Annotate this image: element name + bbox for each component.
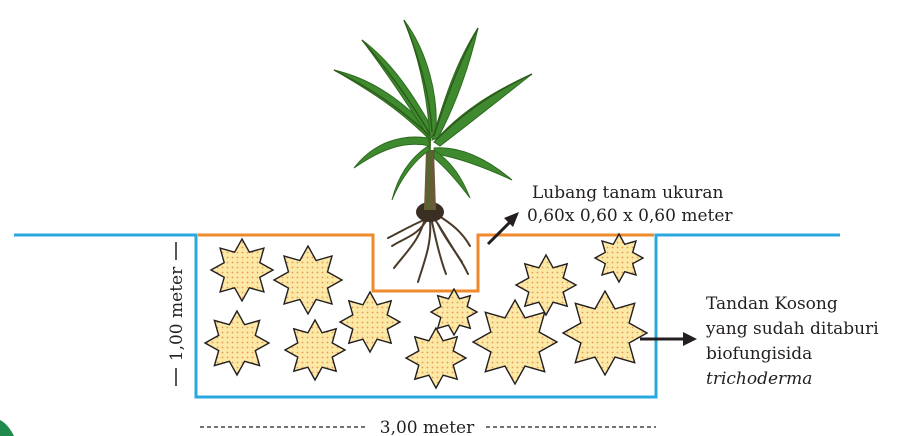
empty-fruit-bunch-10 (561, 289, 649, 377)
empty-fruit-bunch-8 (471, 298, 559, 386)
width-dimension: 3,00 meter (200, 418, 656, 436)
empty-fruit-bunch-5 (338, 290, 402, 354)
planting-hole-arrow (486, 212, 519, 246)
ground-line (14, 233, 840, 399)
depth-label: 1,00 meter (167, 266, 187, 361)
bunch-arrow (640, 332, 697, 346)
empty-fruit-bunch-7 (429, 287, 479, 337)
depth-dimension: 1,00 meter (167, 242, 187, 386)
corner-accent (0, 420, 14, 436)
planting-hole-label-line2: 0,60x 0,60 x 0,60 meter (527, 206, 733, 226)
bunch-label-line1: Tandan Kosong (706, 294, 838, 314)
empty-fruit-bunch-6 (404, 326, 468, 390)
empty-fruit-bunches (203, 232, 649, 390)
empty-fruit-bunch-11 (593, 232, 645, 284)
oil-palm-seedling-icon (333, 19, 533, 283)
empty-fruit-bunch-2 (272, 244, 344, 316)
empty-fruit-bunch-4 (283, 318, 347, 382)
empty-fruit-bunch-1 (209, 237, 275, 303)
planting-hole-outline (198, 233, 654, 293)
empty-fruit-bunch-9 (514, 253, 578, 317)
planting-hole-label-line1: Lubang tanam ukuran (532, 183, 724, 203)
bunch-label-line4: trichoderma (706, 369, 812, 389)
empty-fruit-bunch-3 (203, 309, 271, 377)
bunch-label-line2: yang sudah ditaburi (705, 319, 879, 339)
bunch-label-line3: biofungisida (706, 344, 812, 364)
width-label: 3,00 meter (380, 418, 475, 436)
